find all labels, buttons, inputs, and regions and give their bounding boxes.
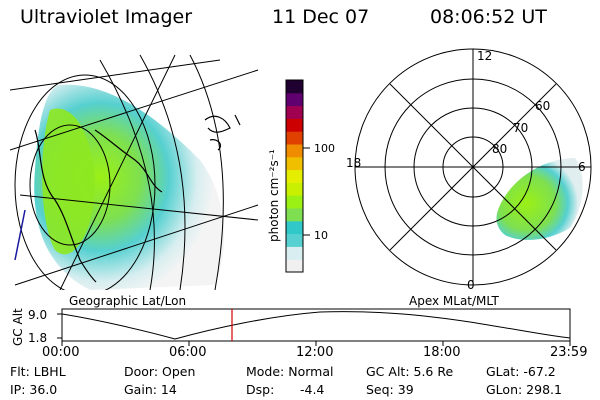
colorbar-unit-label: photon cm⁻²s⁻¹: [267, 149, 281, 242]
alt-ytick-9: 9.0: [28, 308, 47, 322]
apex-panel-label: Apex MLat/MLT: [409, 294, 499, 308]
filter-info: Flt: LBHL: [10, 364, 66, 379]
time-tick-1200: 12:00: [296, 345, 334, 360]
aurora-core-geo: [42, 108, 95, 255]
colorbar-tick-100: 100: [314, 142, 335, 155]
colorbar-segment: [286, 92, 303, 107]
observation-date: 11 Dec 07: [272, 6, 370, 28]
colorbar-frame: [285, 79, 304, 273]
dsp-label: Dsp:: [246, 382, 275, 397]
colorbar-segment: [286, 182, 303, 196]
time-tick-1800: 18:00: [423, 345, 461, 360]
alt-ytick-1-8: 1.8: [28, 331, 47, 345]
observation-time: 08:06:52 UT: [430, 6, 547, 28]
geographic-panel-label: Geographic Lat/Lon: [69, 294, 187, 308]
altitude-strip: 9.0 1.8 GC Alt: [11, 308, 571, 346]
mlt-label-12: 12: [477, 49, 492, 63]
colorbar-segment: [286, 220, 303, 235]
mode-info: Mode: Normal: [246, 364, 334, 379]
colorbar-segment: [286, 118, 303, 132]
instrument-title: Ultraviolet Imager: [20, 6, 193, 28]
dsp-value: -4.4: [300, 382, 325, 397]
colorbar-segment: [286, 246, 303, 260]
geographic-map: [10, 54, 259, 290]
colorbar-tick-10: 10: [314, 229, 328, 242]
colorbar: [285, 79, 304, 273]
colorbar-segment: [286, 208, 303, 222]
mlt-label-0: 0: [467, 278, 475, 292]
altitude-curve: [61, 311, 571, 340]
gc-alt-info: GC Alt: 5.6 Re: [366, 364, 454, 379]
colorbar-segment: [286, 169, 303, 183]
apex-polar-plot: 12 6 0 18 60 70 80: [346, 48, 592, 292]
mlat-label-60: 60: [535, 99, 550, 113]
ip-info: IP: 36.0: [10, 382, 58, 397]
glat-info: GLat: -67.2: [486, 364, 556, 379]
colorbar-segment: [286, 195, 303, 209]
mlt-label-18: 18: [346, 156, 361, 170]
colorbar-segment: [286, 80, 303, 94]
aurora-emission-apex: [496, 158, 583, 240]
time-tick-0000: 00:00: [42, 345, 80, 360]
mlat-label-70: 70: [513, 121, 528, 135]
colorbar-segment: [286, 144, 303, 158]
colorbar-segment: [286, 156, 303, 171]
colorbar-segment: [286, 105, 303, 119]
mlt-label-6: 6: [578, 160, 586, 174]
door-info: Door: Open: [124, 364, 196, 379]
alt-axis-label: GC Alt: [11, 308, 25, 346]
colorbar-segment: [286, 233, 303, 247]
glon-info: GLon: 298.1: [486, 382, 562, 397]
gain-info: Gain: 14: [124, 382, 177, 397]
colorbar-segment: [286, 259, 303, 273]
colorbar-ticks: [303, 147, 310, 236]
time-tick-0600: 06:00: [169, 345, 207, 360]
colorbar-segment: [286, 131, 303, 145]
time-tick-2359: 23:59: [550, 345, 588, 360]
mlat-label-80: 80: [492, 142, 507, 156]
seq-info: Seq: 39: [366, 382, 414, 397]
